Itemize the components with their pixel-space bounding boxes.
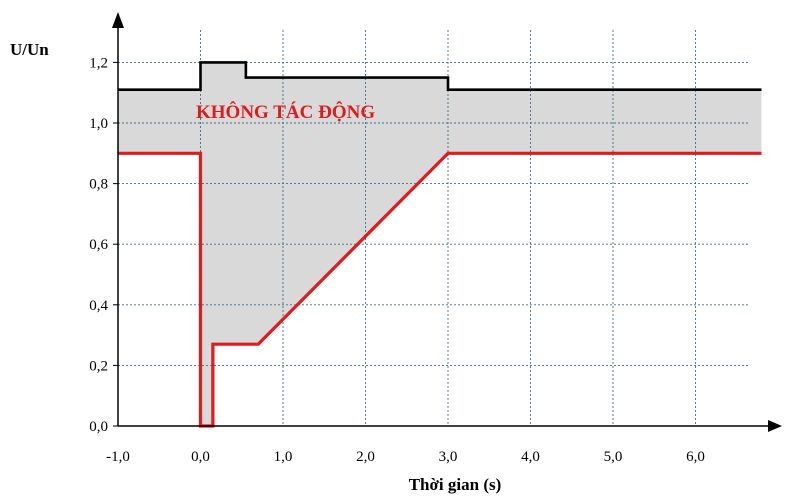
y-axis-title: U/Un — [10, 40, 49, 59]
y-tick-label: 1,2 — [89, 55, 108, 71]
y-tick-label: 1,0 — [89, 116, 108, 132]
axes — [112, 12, 782, 432]
series-lines — [118, 61, 762, 428]
y-axis-arrow — [112, 12, 124, 28]
no-action-annotation: KHÔNG TÁC ĐỘNG — [196, 101, 375, 123]
y-tick-label: 0,6 — [89, 237, 108, 253]
upper-limit-line — [118, 61, 762, 91]
x-axis-arrow — [768, 420, 782, 432]
x-tick-label: 1,0 — [274, 449, 293, 465]
x-tick-label: 3,0 — [439, 449, 458, 465]
y-tick-label: 0,2 — [89, 358, 108, 374]
y-tick-label: 0,8 — [89, 177, 108, 193]
x-tick-label: 2,0 — [356, 449, 375, 465]
x-tick-label: 0,0 — [191, 449, 210, 465]
lower-limit-line — [118, 151, 762, 428]
x-tick-label: 4,0 — [521, 449, 540, 465]
x-tick-label: -1,0 — [106, 449, 130, 465]
y-tick-label: 0,0 — [89, 419, 108, 435]
x-tick-label: 5,0 — [604, 449, 623, 465]
tick-labels: -1,0 0,0 1,0 2,0 3,0 4,0 5,0 6,0 0,0 0,2 0,4 0,6 0,8… — [89, 55, 705, 465]
y-tick-label: 0,4 — [89, 298, 108, 314]
x-tick-label: 6,0 — [686, 449, 705, 465]
x-axis-title: Thời gian (s) — [409, 475, 502, 494]
